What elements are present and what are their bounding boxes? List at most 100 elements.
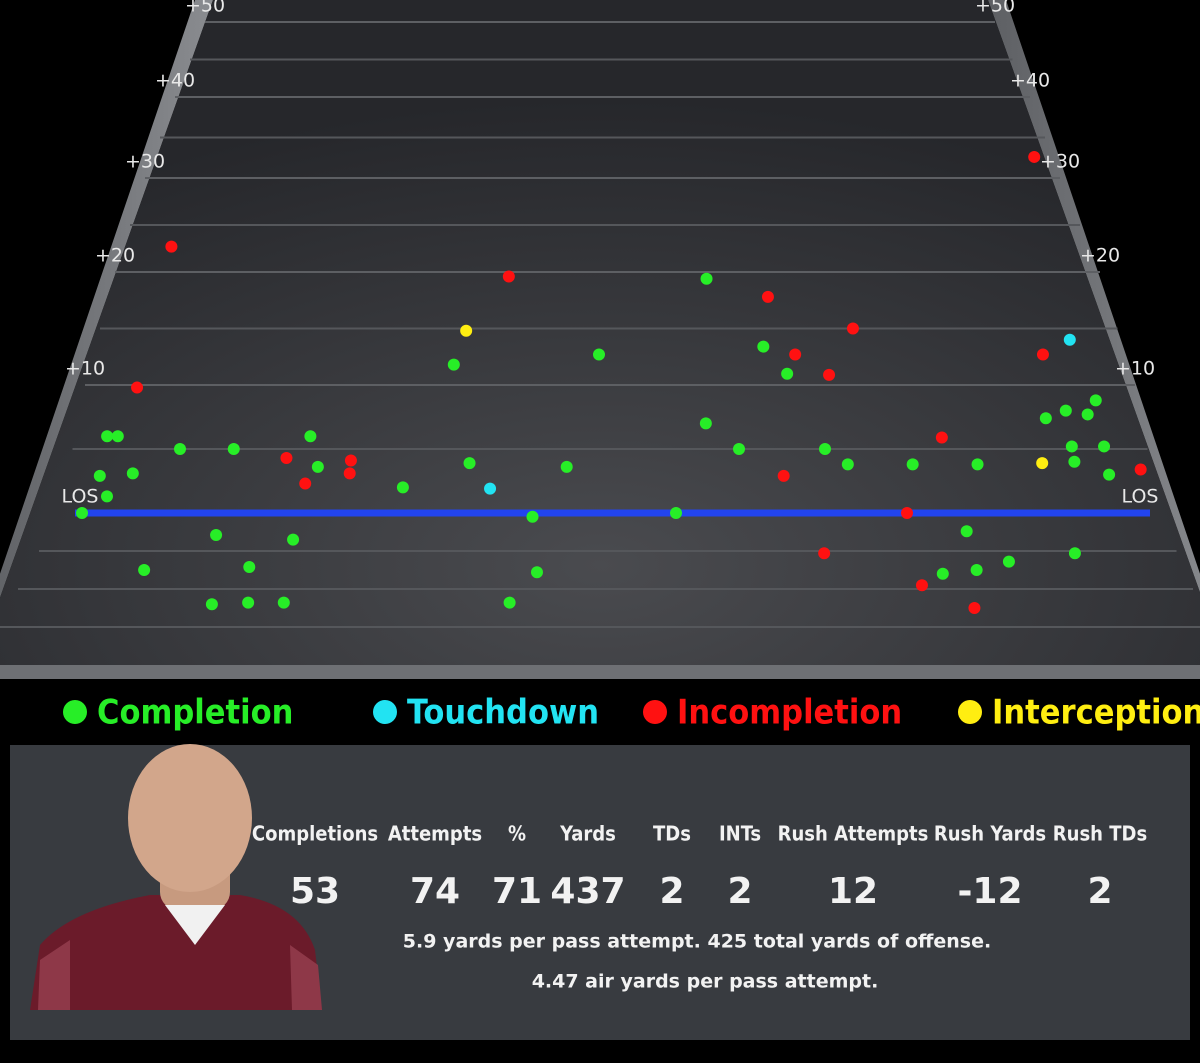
pass-point: [299, 477, 312, 490]
y-tick-label: +30: [125, 151, 165, 173]
pass-point: [205, 598, 218, 611]
pass-point: [936, 567, 949, 580]
pass-point: [343, 467, 356, 480]
stat-value: 2: [659, 871, 684, 912]
pass-point: [970, 564, 983, 576]
pass-point: [344, 454, 357, 467]
legend-swatch: [373, 700, 397, 724]
y-tick-label: +30: [1040, 151, 1080, 173]
pass-point: [126, 467, 139, 480]
pass-point: [777, 469, 790, 482]
pass-point: [165, 240, 178, 253]
stat-header: INTs: [719, 822, 761, 846]
pass-point: [1068, 547, 1081, 560]
pass-point: [906, 458, 919, 471]
pass-point: [526, 510, 539, 523]
pass-point: [915, 579, 928, 592]
player-photo: [30, 744, 322, 1010]
pass-point: [1039, 412, 1052, 425]
pass-point: [396, 481, 409, 494]
pass-point: [846, 322, 859, 335]
stat-header: Yards: [559, 822, 616, 846]
pass-point: [593, 348, 606, 361]
legend-swatch: [643, 700, 667, 724]
pass-point: [935, 431, 948, 444]
legend-label: Interception: [992, 693, 1200, 733]
pass-point: [100, 490, 113, 503]
pass-point: [1065, 440, 1078, 453]
pass-point: [1036, 348, 1049, 361]
field-front: [0, 665, 1200, 679]
y-tick-label: LOS: [62, 486, 99, 508]
pass-point: [1098, 440, 1111, 453]
pass-point: [670, 507, 682, 519]
pass-point: [484, 482, 497, 495]
pass-point: [1036, 457, 1049, 470]
pass-point: [1068, 455, 1081, 468]
stat-header: %: [508, 822, 526, 846]
pass-point: [174, 443, 186, 455]
stat-value: 53: [290, 871, 340, 912]
pass-point: [1002, 555, 1015, 568]
stat-value: 12: [828, 871, 878, 912]
pass-point: [960, 525, 973, 538]
pass-point: [781, 367, 794, 380]
pass-point: [76, 507, 88, 519]
stat-header: Rush Attempts: [778, 822, 929, 846]
pass-point: [210, 529, 223, 542]
pass-point: [733, 443, 745, 455]
pass-point: [560, 460, 573, 473]
field: LOS LOS +10 +10 +20 +20 +30 +30 +40 +40 +50 +50: [0, 0, 1200, 680]
legend-label: Incompletion: [677, 693, 902, 733]
legend-swatch: [958, 700, 982, 724]
y-tick-label: LOS: [1122, 486, 1159, 508]
y-tick-label: +40: [155, 70, 195, 92]
field-surface: [0, 0, 1200, 665]
pass-point: [699, 417, 712, 430]
stat-header: Rush Yards: [934, 822, 1046, 846]
y-tick-label: +40: [1010, 70, 1050, 92]
pass-point: [700, 272, 713, 285]
pass-point: [277, 596, 290, 609]
pass-point: [304, 430, 317, 443]
stat-header: Rush TDs: [1053, 822, 1147, 846]
pass-point: [901, 507, 913, 519]
y-tick-label: +20: [95, 245, 135, 267]
pass-point: [968, 602, 981, 614]
pass-point: [131, 381, 144, 394]
pass-point: [503, 596, 516, 609]
legend-label: Touchdown: [407, 693, 599, 733]
stat-value: 71: [492, 871, 542, 912]
pass-point: [502, 270, 515, 283]
legend-swatch: [63, 700, 87, 724]
pass-point: [841, 458, 854, 471]
pass-point: [280, 451, 293, 464]
pass-point: [463, 457, 476, 470]
pass-point: [789, 348, 802, 361]
y-tick-label: +50: [185, 0, 225, 17]
pass-point: [757, 340, 770, 353]
stat-header: Attempts: [388, 822, 482, 846]
stat-value: -12: [957, 871, 1022, 912]
pass-point: [1103, 468, 1116, 481]
stat-header: TDs: [653, 822, 691, 846]
pass-point: [818, 547, 831, 560]
y-tick-label: +10: [65, 358, 105, 380]
stat-header: Completions: [252, 822, 378, 846]
pass-point: [138, 564, 151, 576]
pass-point: [530, 566, 543, 579]
pass-point: [242, 596, 255, 609]
y-tick-label: +50: [975, 0, 1015, 17]
pass-point: [287, 533, 300, 546]
pass-point: [101, 430, 114, 443]
pass-point: [460, 324, 473, 337]
stat-value: 74: [410, 871, 460, 912]
stat-value: 2: [1087, 871, 1112, 912]
note: 5.9 yards per pass attempt. 425 total ya…: [403, 931, 991, 953]
pass-point: [1134, 463, 1147, 476]
pass-point: [227, 443, 240, 455]
pass-point: [1089, 394, 1102, 407]
pass-point: [243, 560, 256, 573]
